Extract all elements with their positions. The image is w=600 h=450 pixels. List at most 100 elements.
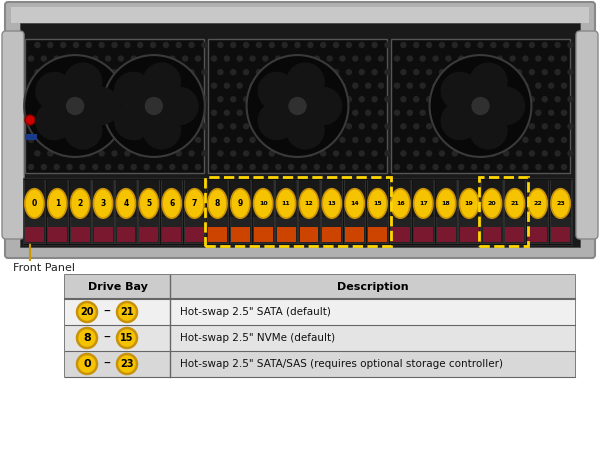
Circle shape xyxy=(202,42,207,48)
Circle shape xyxy=(372,70,377,75)
Circle shape xyxy=(407,83,412,88)
Bar xyxy=(481,180,503,243)
Circle shape xyxy=(353,56,358,61)
Circle shape xyxy=(562,56,566,61)
Circle shape xyxy=(529,70,535,75)
Circle shape xyxy=(555,70,560,75)
Circle shape xyxy=(163,42,169,48)
Circle shape xyxy=(340,165,345,170)
Circle shape xyxy=(118,110,124,115)
Circle shape xyxy=(478,151,483,156)
Text: 12: 12 xyxy=(305,201,313,206)
Bar xyxy=(116,180,136,217)
Text: 15: 15 xyxy=(120,333,134,343)
Circle shape xyxy=(478,124,483,129)
Circle shape xyxy=(555,124,560,129)
Circle shape xyxy=(250,56,255,61)
Circle shape xyxy=(269,70,274,75)
Circle shape xyxy=(257,72,296,110)
Circle shape xyxy=(125,97,130,102)
Bar xyxy=(321,180,343,243)
Bar xyxy=(436,180,457,243)
Circle shape xyxy=(478,42,483,48)
Circle shape xyxy=(491,97,496,102)
Circle shape xyxy=(542,124,547,129)
Circle shape xyxy=(286,111,325,149)
Circle shape xyxy=(244,97,248,102)
Circle shape xyxy=(24,55,126,157)
Ellipse shape xyxy=(94,189,113,218)
Circle shape xyxy=(41,137,46,142)
Circle shape xyxy=(202,97,207,102)
Circle shape xyxy=(106,56,110,61)
Circle shape xyxy=(523,56,528,61)
Circle shape xyxy=(548,165,554,170)
Circle shape xyxy=(61,97,65,102)
Circle shape xyxy=(114,72,152,110)
Circle shape xyxy=(77,302,97,322)
Bar xyxy=(505,227,524,242)
Circle shape xyxy=(144,83,149,88)
Circle shape xyxy=(440,102,479,140)
Circle shape xyxy=(212,83,217,88)
Circle shape xyxy=(459,110,464,115)
Circle shape xyxy=(112,124,117,129)
Circle shape xyxy=(484,110,490,115)
Bar xyxy=(115,180,137,243)
Ellipse shape xyxy=(414,189,433,218)
Bar xyxy=(25,39,204,173)
Circle shape xyxy=(29,83,34,88)
Circle shape xyxy=(510,56,515,61)
Circle shape xyxy=(555,42,560,48)
Bar xyxy=(390,180,411,243)
Circle shape xyxy=(379,110,383,115)
Circle shape xyxy=(256,97,262,102)
Circle shape xyxy=(212,165,217,170)
Text: 20: 20 xyxy=(80,307,94,317)
Ellipse shape xyxy=(254,189,273,218)
Circle shape xyxy=(517,97,521,102)
Bar xyxy=(460,227,479,242)
Circle shape xyxy=(536,56,541,61)
Bar xyxy=(254,227,272,242)
Text: 21: 21 xyxy=(120,307,134,317)
Text: 0: 0 xyxy=(32,199,37,208)
Circle shape xyxy=(484,137,490,142)
Circle shape xyxy=(314,137,319,142)
Text: 9: 9 xyxy=(238,199,243,208)
Text: 7: 7 xyxy=(192,199,197,208)
Circle shape xyxy=(67,165,72,170)
Bar xyxy=(550,180,571,243)
Circle shape xyxy=(320,124,326,129)
Circle shape xyxy=(340,56,345,61)
Circle shape xyxy=(439,70,445,75)
Text: 0: 0 xyxy=(83,359,91,369)
Circle shape xyxy=(66,97,84,115)
Bar xyxy=(299,180,319,217)
Circle shape xyxy=(256,42,262,48)
Circle shape xyxy=(478,97,483,102)
Circle shape xyxy=(472,83,476,88)
Ellipse shape xyxy=(48,189,67,218)
Circle shape xyxy=(452,42,457,48)
Circle shape xyxy=(433,83,438,88)
Ellipse shape xyxy=(345,189,364,218)
Circle shape xyxy=(93,165,98,170)
Circle shape xyxy=(304,87,343,126)
Bar xyxy=(65,351,575,377)
Circle shape xyxy=(170,110,175,115)
Circle shape xyxy=(231,151,236,156)
Circle shape xyxy=(395,110,400,115)
Circle shape xyxy=(320,70,326,75)
Circle shape xyxy=(465,124,470,129)
Circle shape xyxy=(465,42,470,48)
Circle shape xyxy=(568,151,573,156)
Circle shape xyxy=(80,110,85,115)
Circle shape xyxy=(433,110,438,115)
Circle shape xyxy=(145,97,163,115)
Circle shape xyxy=(536,83,541,88)
Circle shape xyxy=(353,110,358,115)
Circle shape xyxy=(478,70,483,75)
Circle shape xyxy=(151,42,155,48)
Circle shape xyxy=(151,151,155,156)
